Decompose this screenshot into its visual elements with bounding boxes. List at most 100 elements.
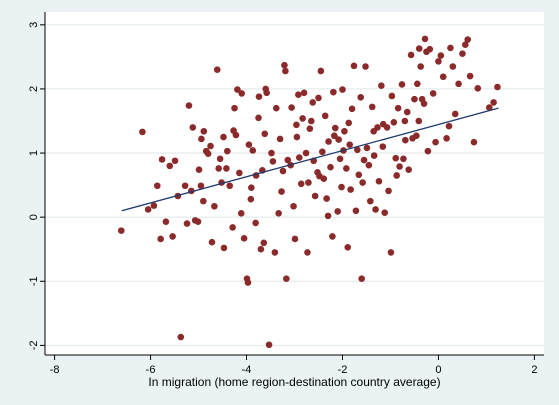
data-point [200, 127, 208, 135]
data-point [207, 142, 214, 150]
data-point [249, 147, 257, 154]
data-point [405, 166, 412, 174]
data-point [352, 207, 360, 215]
data-point [331, 132, 338, 140]
data-point [327, 163, 334, 171]
data-point [372, 206, 379, 213]
data-point [348, 105, 356, 113]
data-point [305, 179, 312, 186]
data-point [407, 51, 415, 59]
data-point [271, 249, 279, 256]
data-point [345, 119, 353, 127]
fit-line [121, 107, 499, 212]
data-point [367, 197, 374, 205]
data-point [462, 41, 469, 48]
data-point [157, 235, 164, 243]
data-point [232, 131, 240, 139]
data-point [236, 169, 243, 177]
data-point [316, 172, 323, 180]
data-point [307, 117, 315, 125]
data-point [189, 124, 197, 131]
data-point [300, 89, 308, 97]
data-point [432, 138, 439, 146]
data-point [181, 182, 189, 190]
data-point [435, 58, 442, 65]
data-point [415, 117, 423, 125]
data-point [240, 235, 248, 242]
y-tick-label: -2 [28, 340, 40, 350]
data-point [290, 202, 297, 210]
data-point [171, 157, 179, 165]
data-point [229, 224, 236, 231]
plot-area [45, 12, 544, 355]
data-point [234, 86, 241, 93]
data-point [247, 195, 255, 203]
data-point [385, 187, 392, 195]
data-point [315, 94, 322, 102]
data-point [470, 138, 478, 146]
axes: -2 -1 0 1 2 3 -8 -6 -4 -2 0 2 [28, 12, 544, 376]
data-point [325, 138, 332, 145]
data-point [211, 202, 218, 210]
data-point [281, 61, 288, 69]
data-point [248, 184, 255, 191]
x-tick-label: -6 [146, 364, 156, 376]
data-point [388, 92, 396, 100]
data-point [358, 275, 365, 283]
data-point [231, 104, 238, 112]
data-point [390, 118, 398, 126]
data-point [355, 171, 363, 179]
data-point [365, 161, 373, 169]
data-point [223, 165, 230, 172]
data-point [162, 218, 170, 225]
data-point [262, 85, 270, 93]
data-point [387, 249, 395, 256]
data-point [276, 135, 284, 143]
data-point [466, 72, 474, 80]
data-point [194, 218, 202, 225]
data-point [474, 84, 482, 92]
data-point [304, 249, 311, 256]
x-tick-label: 2 [531, 364, 537, 376]
gridlines [45, 24, 544, 346]
data-point [401, 117, 409, 125]
data-point [293, 133, 301, 141]
data-point [215, 165, 222, 172]
data-point [370, 127, 377, 135]
data-point [336, 155, 344, 163]
data-point [284, 156, 292, 164]
data-point [293, 121, 300, 129]
y-tick-label: 3 [28, 22, 40, 28]
data-point [260, 239, 268, 247]
data-point [297, 180, 305, 188]
data-point [177, 333, 185, 341]
data-point [490, 99, 497, 106]
data-point [150, 202, 158, 209]
data-point [237, 210, 245, 217]
data-point [255, 93, 263, 100]
data-point [269, 158, 277, 165]
x-tick-label: 0 [435, 364, 441, 376]
data-point [411, 95, 418, 103]
data-point [153, 182, 161, 190]
data-point [341, 127, 348, 135]
data-point [183, 220, 191, 227]
data-point [357, 93, 365, 101]
data-point [439, 73, 447, 81]
data-point [158, 156, 166, 163]
data-point [295, 154, 303, 161]
data-point [213, 66, 221, 74]
data-point [197, 182, 205, 190]
data-point [238, 90, 246, 97]
data-point [393, 172, 400, 179]
data-point [486, 104, 493, 111]
data-point [424, 147, 432, 155]
x-tick-label: -2 [338, 364, 348, 376]
data-point [244, 279, 252, 286]
data-points [117, 35, 501, 349]
data-point [360, 156, 368, 164]
data-point [295, 91, 302, 99]
data-point [415, 45, 423, 52]
data-point [220, 133, 227, 141]
